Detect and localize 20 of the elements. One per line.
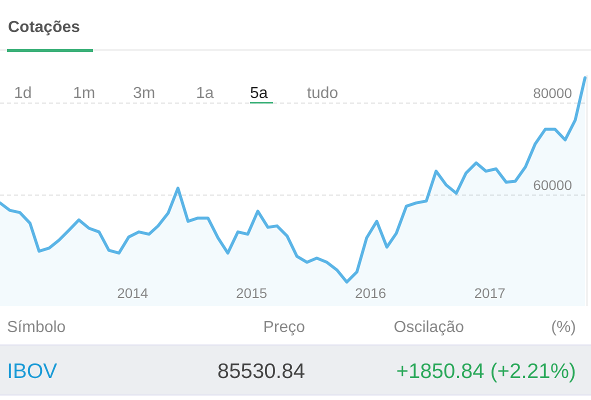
text: Oscilação — [394, 319, 464, 336]
text: 85530.84 — [217, 360, 306, 383]
annotation: 5a — [250, 85, 268, 102]
annotation: 1a — [196, 85, 214, 102]
y-tick-label: 80000 — [533, 85, 572, 102]
x-tick-label: 2014 — [117, 285, 148, 301]
y-tick-label: 60000 — [533, 177, 572, 194]
text: (%) — [551, 319, 576, 336]
annotation: tudo — [307, 85, 338, 102]
x-tick-label: 2017 — [474, 285, 506, 301]
annotation: 1m — [73, 85, 96, 102]
annotation: 3m — [133, 85, 156, 102]
text: IBOV — [7, 360, 58, 383]
x-tick-label: 2015 — [236, 285, 268, 301]
text: +1850.84 (+2.21%) — [396, 360, 576, 383]
text: Preço — [263, 319, 306, 336]
chart-title: Cotações — [8, 19, 80, 36]
annotation: 1d — [14, 85, 32, 102]
text: Símbolo — [7, 319, 66, 336]
x-tick-label: 2016 — [354, 285, 386, 301]
